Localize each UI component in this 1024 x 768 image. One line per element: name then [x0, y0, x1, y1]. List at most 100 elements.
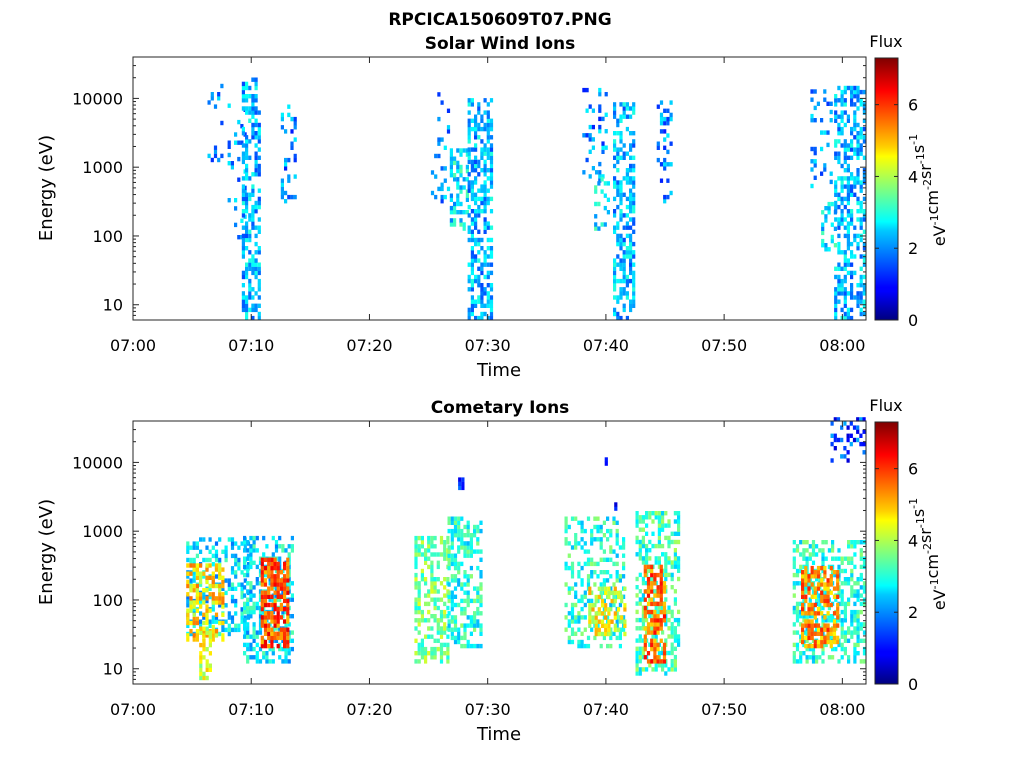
heatmap-cell	[427, 651, 431, 656]
heatmap-cell	[659, 659, 663, 664]
heatmap-cell	[862, 450, 866, 455]
heatmap-cell	[670, 634, 674, 639]
heatmap-cell	[252, 540, 256, 545]
heatmap-cell	[276, 578, 280, 583]
heatmap-cell	[254, 98, 258, 103]
heatmap-cell	[483, 180, 487, 185]
heatmap-cell	[619, 295, 623, 300]
heatmap-cell	[443, 626, 447, 631]
heatmap-cell	[599, 594, 603, 599]
heatmap-cell	[480, 151, 484, 156]
heatmap-cell	[474, 196, 478, 202]
heatmap-cell	[287, 157, 291, 163]
heatmap-cell	[489, 283, 494, 288]
heatmap-cell	[287, 112, 291, 118]
heatmap-cell	[427, 556, 431, 561]
heatmap-cell	[470, 221, 474, 226]
heatmap-cell	[284, 651, 288, 656]
heatmap-cell	[808, 581, 812, 586]
heatmap-cell	[474, 143, 478, 148]
heatmap-cell	[267, 643, 271, 649]
heatmap-cell	[427, 626, 431, 631]
heatmap-cell	[439, 646, 444, 652]
heatmap-cell	[833, 226, 837, 231]
heatmap-cell	[186, 574, 190, 579]
heatmap-cell	[594, 214, 598, 219]
heatmap-cell	[673, 589, 677, 594]
heatmap-cell	[189, 629, 193, 634]
heatmap-cell	[439, 597, 444, 602]
heatmap-cell	[430, 564, 434, 570]
heatmap-cell	[243, 618, 247, 623]
heatmap-cell	[840, 200, 844, 206]
heatmap-cell	[240, 607, 244, 612]
heatmap-cell	[199, 575, 203, 580]
heatmap-cell	[604, 461, 608, 466]
heatmap-cell	[290, 141, 294, 146]
heatmap-cell	[263, 557, 268, 562]
heatmap-cell	[214, 615, 219, 620]
heatmap-cell	[192, 600, 196, 605]
heatmap-cell	[664, 535, 668, 541]
heatmap-cell	[281, 646, 285, 652]
heatmap-cell	[853, 110, 857, 115]
heatmap-cell	[467, 311, 471, 317]
heatmap-cell	[449, 148, 453, 153]
heatmap-cell	[258, 646, 263, 652]
heatmap-cell	[254, 85, 258, 91]
heatmap-cell	[479, 594, 483, 599]
heatmap-cell	[586, 516, 591, 521]
heatmap-cell	[859, 126, 863, 132]
heatmap-cell	[862, 283, 866, 288]
heatmap-cell	[663, 116, 667, 122]
heatmap-cell	[862, 291, 866, 296]
heatmap-cell	[654, 556, 658, 561]
heatmap-cell	[813, 118, 817, 123]
heatmap-cell	[221, 592, 225, 597]
heatmap-cell	[420, 572, 424, 578]
heatmap-cell	[599, 582, 603, 587]
heatmap-cell	[257, 287, 261, 292]
heatmap-cell	[859, 307, 863, 313]
heatmap-cell	[268, 597, 272, 602]
heatmap-cell	[443, 540, 447, 545]
heatmap-cell	[251, 213, 255, 218]
heatmap-cell	[574, 537, 578, 542]
heatmap-cell	[859, 601, 863, 607]
heatmap-cell	[430, 568, 434, 574]
heatmap-cell	[856, 180, 860, 185]
heatmap-cell	[208, 549, 212, 554]
heatmap-cell	[474, 217, 478, 222]
heatmap-cell	[467, 98, 471, 103]
heatmap-cell	[843, 291, 847, 296]
heatmap-cell	[670, 613, 674, 619]
heatmap-cell	[635, 667, 639, 672]
heatmap-cell	[230, 165, 234, 170]
heatmap-cell	[613, 180, 617, 185]
heatmap-cell	[632, 196, 636, 202]
heatmap-cell	[486, 295, 490, 300]
heatmap-cell	[826, 627, 830, 632]
heatmap-cell	[251, 262, 255, 267]
heatmap-cell	[661, 527, 665, 532]
heatmap-cell	[466, 578, 470, 583]
heatmap-cell	[281, 548, 285, 553]
heatmap-cell	[268, 577, 272, 582]
heatmap-cell	[823, 627, 827, 632]
heatmap-cell	[486, 246, 490, 251]
heatmap-cell	[856, 85, 860, 91]
heatmap-cell	[447, 557, 451, 562]
heatmap-cell	[274, 540, 279, 545]
heatmap-cell	[807, 611, 811, 616]
heatmap-cell	[260, 639, 264, 645]
heatmap-cell	[856, 429, 860, 434]
heatmap-cell	[230, 541, 235, 546]
heatmap-cell	[859, 311, 863, 317]
heatmap-cell	[246, 572, 250, 578]
x-axis-label: Time	[476, 360, 521, 381]
heatmap-cell	[613, 114, 617, 119]
heatmap-cell	[590, 627, 594, 632]
heatmap-cell	[440, 186, 444, 192]
heatmap-cell	[224, 549, 228, 554]
heatmap-cell	[616, 204, 620, 210]
